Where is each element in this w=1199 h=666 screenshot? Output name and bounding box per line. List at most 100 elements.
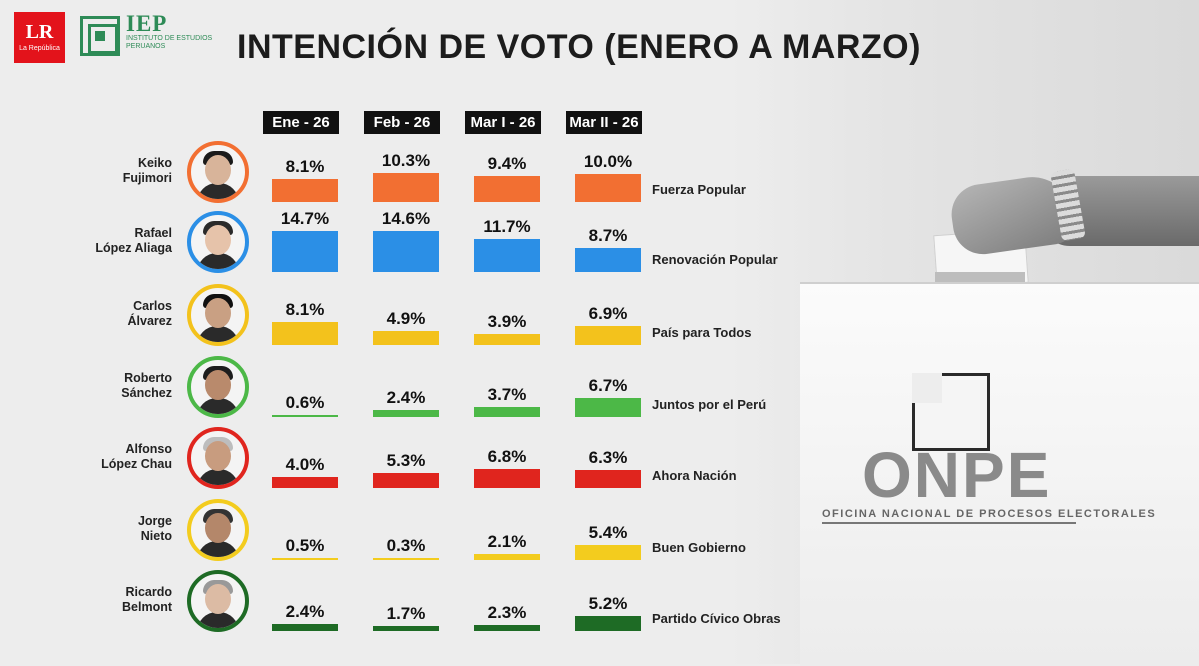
bar [272,322,338,345]
avatar-face [205,155,231,185]
data-label: 11.7% [483,217,531,237]
bar [373,231,439,272]
onpe-underline [822,522,1076,524]
candidate-name: Rafael López Aliaga [72,226,172,256]
avatar-face [205,225,231,255]
data-label: 2.1% [487,532,527,552]
data-label: 1.7% [386,604,426,624]
bar [272,476,338,488]
avatar-face [205,441,231,471]
iep-logo-text: IEP [126,11,168,36]
candidate-first-name: Rafael [134,226,172,240]
candidate-first-name: Alfonso [125,442,172,456]
data-label: 6.8% [487,446,527,466]
onpe-emblem-icon [912,373,990,451]
avatar-face [205,298,231,328]
data-label: 14.7% [280,208,330,228]
data-label: 0.6% [285,393,325,412]
bar [373,173,439,202]
candidate-last-name: Sánchez [121,386,172,400]
data-label: 9.4% [487,153,527,173]
candidate-name: Roberto Sánchez [72,371,172,401]
onpe-subtitle: OFICINA NACIONAL DE PROCESOS ELECTORALES [822,508,1157,520]
candidate-first-name: Keiko [137,156,172,170]
candidate-last-name: Belmont [122,600,172,614]
avatar-body [197,469,239,485]
party-name: Ahora Nación [652,468,737,483]
data-label: 6.9% [588,303,628,323]
bar [373,410,439,417]
data-label: 3.9% [487,312,527,332]
party-name: Partido Cívico Obras [652,611,781,626]
bar [474,468,540,488]
candidate-name: Ricardo Belmont [72,585,172,615]
candidate-name: Jorge Nieto [72,514,172,544]
candidate-first-name: Ricardo [125,585,172,599]
bar [373,473,439,488]
candidate-last-name: Nieto [140,529,172,543]
candidate-first-name: Roberto [124,371,172,385]
party-name: Fuerza Popular [652,182,746,197]
bar [373,331,439,345]
avatar-body [197,326,239,342]
candidate-name: Carlos Álvarez [72,299,172,329]
candidate-avatar [187,570,249,632]
period-header-1: Ene - 26 [263,111,339,134]
data-label: 8.1% [285,157,325,177]
bar [272,179,338,202]
la-republica-logo: LR La República [14,12,65,63]
avatar-face [205,513,231,543]
data-label: 5.4% [588,522,628,542]
party-name: Juntos por el Perú [652,397,767,412]
data-label: 6.7% [588,376,628,396]
bar [474,406,540,417]
bar [575,325,641,345]
bar [373,558,439,560]
ballot-box [800,282,1199,666]
bar [272,624,338,631]
data-label: 10.0% [583,152,633,171]
avatar-body [197,612,239,628]
party-name: Renovación Popular [652,252,778,267]
bar [575,544,641,560]
candidate-first-name: Carlos [133,299,172,313]
avatar-face [205,370,231,400]
bar [575,174,641,202]
candidate-avatar [187,211,249,273]
data-label: 14.6% [381,209,431,229]
data-label: 2.3% [487,602,527,622]
chart-title: INTENCIÓN DE VOTO (ENERO A MARZO) [237,28,921,66]
bar [575,398,641,417]
bar [474,175,540,202]
lr-logo-text: LR [25,21,54,43]
candidate-avatar [187,427,249,489]
avatar-body [197,253,239,269]
avatar-body [197,541,239,557]
period-header-4: Mar II - 26 [566,111,642,134]
lr-logo-subtext: La República [19,45,60,52]
candidate-last-name: López Aliaga [95,241,172,255]
data-label: 2.4% [285,602,325,622]
onpe-logo: ONPE [862,439,1052,511]
avatar-body [197,398,239,414]
data-label: 0.3% [386,536,426,555]
data-label: 2.4% [386,388,426,408]
bar [272,558,338,560]
data-label: 3.7% [487,384,527,404]
data-label: 8.7% [588,225,628,245]
avatar-face [205,584,231,614]
candidate-name: Alfonso López Chau [72,442,172,472]
data-label: 4.9% [386,309,426,329]
period-header-2: Feb - 26 [364,111,440,134]
candidate-avatar [187,499,249,561]
party-name: Buen Gobierno [652,540,746,555]
bar [272,415,338,417]
avatar-body [197,183,239,199]
candidate-name: Keiko Fujimori [72,156,172,186]
bar [575,470,641,488]
bar [474,624,540,631]
candidate-last-name: López Chau [101,457,172,471]
bar [474,239,540,272]
period-header-3: Mar I - 26 [465,111,541,134]
data-label: 5.2% [588,594,628,614]
